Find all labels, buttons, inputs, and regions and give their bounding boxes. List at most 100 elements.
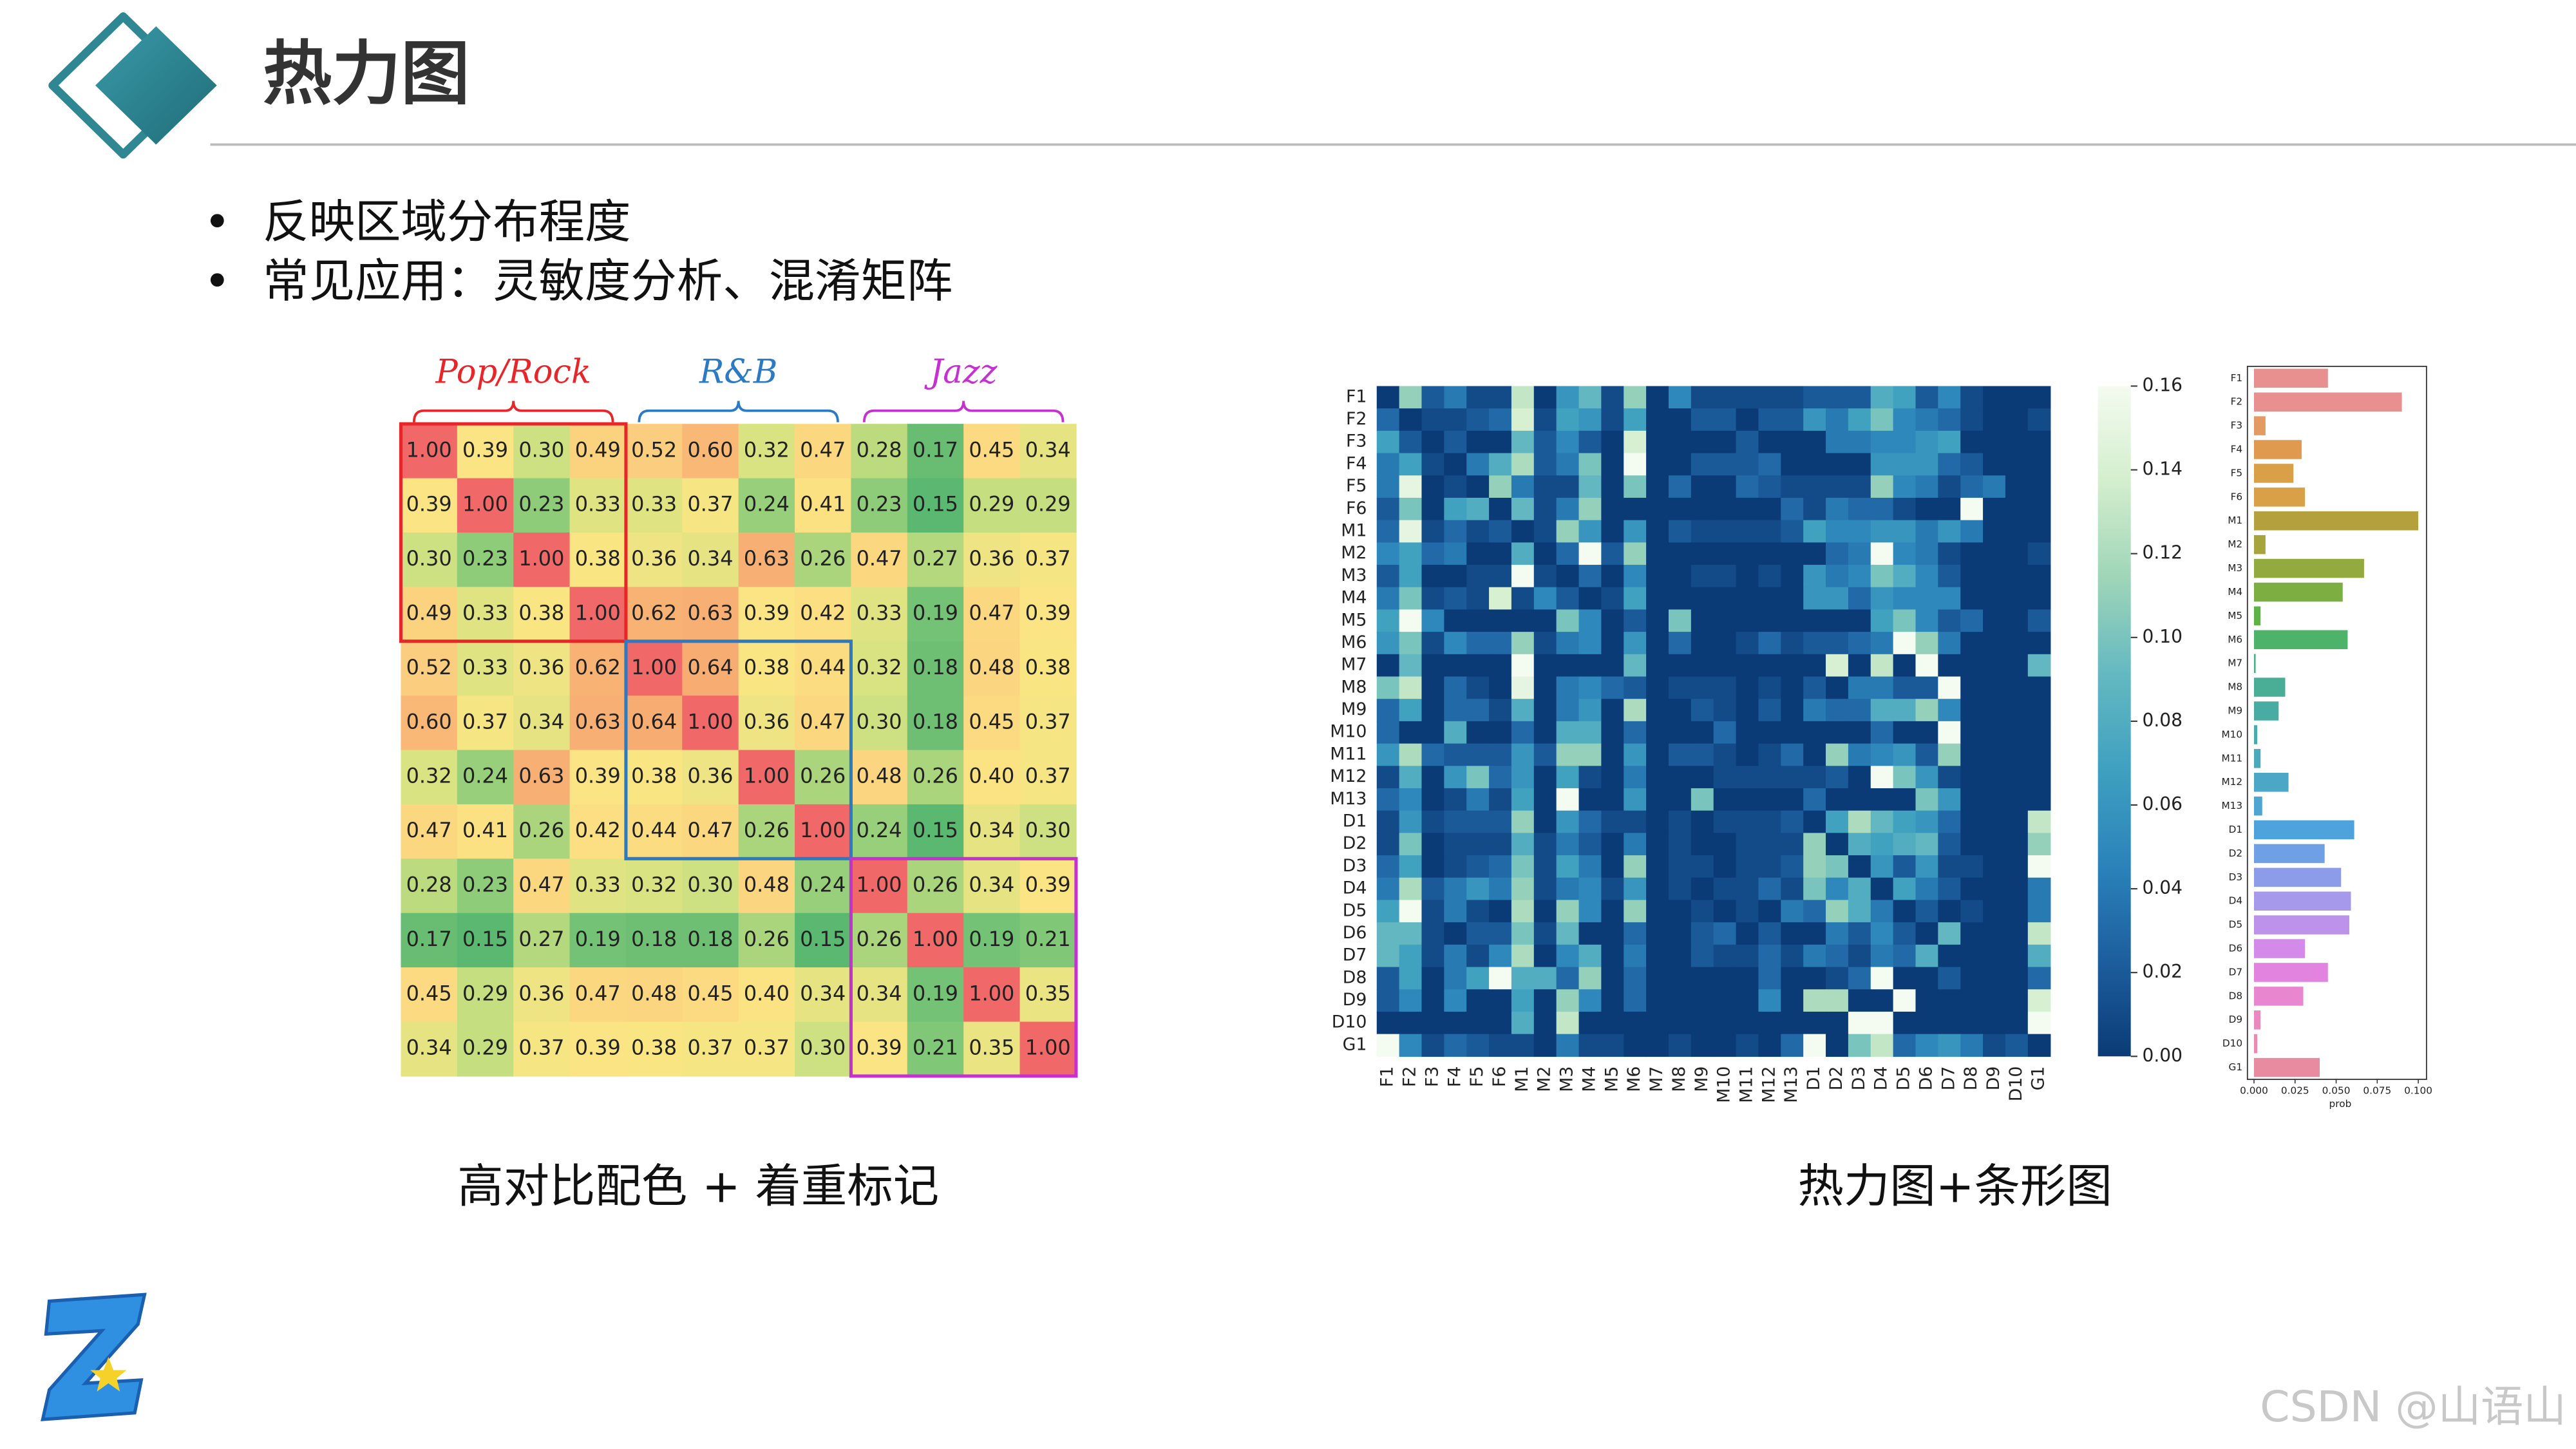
heatmap-cell: [1399, 989, 1423, 1012]
heatmap-cell: [1848, 1034, 1871, 1057]
heatmap-cell: [1489, 721, 1512, 744]
heatmap-cell: [1533, 743, 1557, 767]
heatmap-cell: [1781, 1011, 1804, 1035]
heatmap-cell: [1489, 609, 1512, 632]
heatmap-cell: [963, 587, 1021, 642]
heatmap-cell: [401, 641, 458, 696]
heatmap-cell: [1690, 855, 1714, 878]
heatmap-cell: [1578, 788, 1602, 811]
heatmap-cell: [1578, 609, 1602, 632]
heatmap-cell: [1466, 944, 1490, 968]
heatmap-cell: [1533, 587, 1557, 611]
heatmap-cell: [2005, 766, 2029, 789]
heatmap-cell: [1915, 967, 1939, 990]
heatmap-cell: [1533, 788, 1557, 811]
heatmap-cell: [1690, 408, 1714, 431]
heatmap-cell: [963, 696, 1021, 751]
colorbar-tick-label: 0.10: [2143, 626, 2183, 647]
heatmap-cell: [1803, 475, 1826, 498]
heatmap-cell: [1713, 788, 1737, 811]
heatmap-cell: [1915, 922, 1939, 945]
heatmap-cell: [1466, 900, 1490, 923]
cell-label: 0.33: [462, 655, 508, 679]
heatmap-cell: [795, 858, 852, 914]
heatmap-cell: [1511, 944, 1535, 968]
heatmap-cell: [1019, 532, 1077, 588]
heatmap-cell: [1736, 609, 1759, 632]
heatmap-cell: [1960, 989, 1984, 1012]
heatmap-cell: [1713, 810, 1737, 834]
bullet: 反映区域分布程度: [263, 195, 630, 249]
heatmap-cell: [1646, 475, 1669, 498]
heatmap-cell: [2005, 453, 2029, 477]
heatmap-cell: [1533, 989, 1557, 1012]
heatmap-cell: [1601, 542, 1625, 565]
heatmap-cell: [1556, 967, 1580, 990]
heatmap-cell: [1646, 766, 1669, 789]
cell-label: 1.00: [744, 764, 790, 788]
heatmap-cell: [1601, 855, 1625, 878]
heatmap-cell: [1826, 788, 1849, 811]
heatmap-cell: [1758, 788, 1782, 811]
heatmap-cell: [513, 967, 571, 1023]
heatmap-cell: [795, 1021, 852, 1077]
heatmap-cell: [682, 804, 739, 860]
heatmap-cell: [1533, 1034, 1557, 1057]
heatmap-cell: [1893, 475, 1917, 498]
heatmap-cell: [2027, 654, 2051, 677]
heatmap-cell: [1376, 654, 1400, 677]
heatmap-cell: [1421, 676, 1445, 699]
heatmap-cell: [1893, 408, 1917, 431]
heatmap-cell: [1915, 654, 1939, 677]
heatmap-cell: [1489, 1011, 1512, 1035]
heatmap-cell: [1376, 810, 1400, 834]
heatmap-cell: [1713, 520, 1737, 544]
heatmap-cell: [1690, 788, 1714, 811]
heatmap-cell: [1601, 587, 1625, 611]
heatmap-cell: [1736, 900, 1759, 923]
heatmap-cell: [1376, 788, 1400, 811]
heatmap-cell: [1624, 565, 1647, 588]
y-tick-label: F6: [1346, 498, 1367, 518]
heatmap-cell: [1421, 788, 1445, 811]
heatmap-cell: [1556, 475, 1580, 498]
cell-label: 0.23: [462, 546, 508, 571]
heatmap-cell: [1444, 542, 1467, 565]
heatmap-cell: [963, 858, 1021, 914]
heatmap-cell: [1601, 386, 1625, 409]
heatmap-cell: [1915, 877, 1939, 901]
heatmap-cell: [401, 913, 458, 968]
cell-label: 0.47: [688, 818, 734, 842]
heatmap-cell: [1511, 721, 1535, 744]
heatmap-cell: [1601, 967, 1625, 990]
heatmap-cell: [1826, 944, 1849, 968]
heatmap-cell: [1803, 609, 1826, 632]
y-tick-label: F5: [2231, 467, 2243, 478]
heatmap-cell: [1960, 743, 1984, 767]
heatmap-cell: [907, 587, 964, 642]
bar: [2254, 1057, 2320, 1077]
heatmap-cell: [1803, 497, 1826, 521]
heatmap-cell: [1960, 877, 1984, 901]
heatmap-cell: [1466, 967, 1490, 990]
heatmap-cell: [1781, 900, 1804, 923]
heatmap-cell: [1690, 721, 1714, 744]
cell-label: 0.15: [462, 927, 508, 951]
heatmap-cell: [2005, 944, 2029, 968]
heatmap-cell: [1848, 609, 1871, 632]
heatmap-cell: [1938, 810, 1961, 834]
heatmap-cell: [1983, 1034, 2006, 1057]
heatmap-cell: [457, 804, 514, 860]
heatmap-cell: [1399, 609, 1423, 632]
heatmap-cell: [1489, 520, 1512, 544]
heatmap-cell: [457, 750, 514, 805]
heatmap-cell: [1826, 654, 1849, 677]
heatmap-cell: [2027, 944, 2051, 968]
heatmap-cell: [1376, 900, 1400, 923]
heatmap-cell: [851, 1021, 908, 1077]
heatmap-cell: [1668, 1011, 1692, 1035]
heatmap-cell: [1848, 632, 1871, 655]
heatmap-cell: [1466, 855, 1490, 878]
heatmap-cell: [907, 641, 964, 696]
heatmap-cell: [1870, 900, 1894, 923]
